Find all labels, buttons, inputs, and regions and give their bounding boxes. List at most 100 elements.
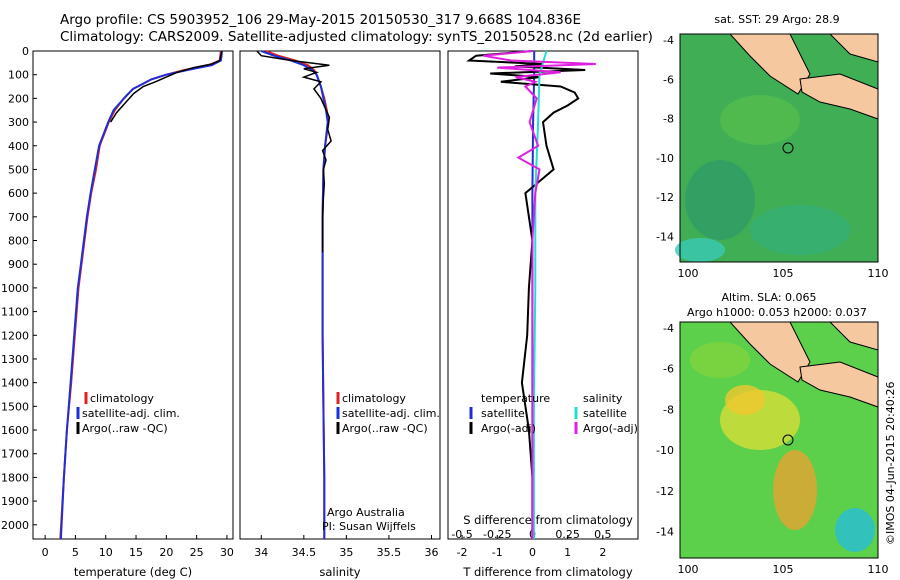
y-tick-label: 1400 bbox=[1, 377, 29, 390]
y-tick-label: 2000 bbox=[1, 519, 29, 532]
map-lat-label: -12 bbox=[656, 191, 674, 204]
x-tick-label: 35 bbox=[339, 546, 353, 559]
s-tick-label: 0.5 bbox=[594, 528, 612, 541]
y-tick-label: 1000 bbox=[1, 282, 29, 295]
map-patch bbox=[725, 385, 765, 415]
y-tick-label: 600 bbox=[8, 187, 29, 200]
y-tick-label: 1800 bbox=[1, 471, 29, 484]
difference-panel bbox=[447, 50, 639, 540]
map-lat-label: -6 bbox=[663, 363, 674, 376]
y-tick-label: 100 bbox=[8, 69, 29, 82]
legend-header-temperature: temperature bbox=[481, 392, 550, 405]
x-tick-label: 34.5 bbox=[292, 546, 317, 559]
land-java bbox=[799, 361, 879, 408]
y-tick-label: 400 bbox=[8, 140, 29, 153]
map-lon-label: 105 bbox=[773, 563, 794, 576]
y-tick-label: 700 bbox=[8, 211, 29, 224]
s-tick-label: 0.25 bbox=[555, 528, 580, 541]
map-patch bbox=[720, 95, 800, 145]
y-tick-label: 1700 bbox=[1, 448, 29, 461]
x-tick-label: 35.5 bbox=[377, 546, 402, 559]
legend-s-argo: Argo(-adj) bbox=[583, 422, 638, 435]
y-tick-label: 1500 bbox=[1, 400, 29, 413]
legend-t-argo: Argo(-adj) bbox=[481, 422, 536, 435]
x-tick-label: 15 bbox=[129, 546, 143, 559]
y-tick-label: 1100 bbox=[1, 306, 29, 319]
map-lon-label: 105 bbox=[773, 267, 794, 280]
x-tick-label: 34 bbox=[254, 546, 268, 559]
legend-satellite-adj: satellite-adj. clim. bbox=[82, 407, 180, 420]
temperature-panel bbox=[32, 50, 234, 540]
sst-map-title: sat. SST: 29 Argo: 28.9 bbox=[714, 13, 839, 26]
series-satellite-adj bbox=[59, 50, 224, 540]
legend-t-satellite: satellite bbox=[481, 407, 525, 420]
map-frame bbox=[679, 321, 879, 559]
map-patch bbox=[773, 450, 817, 530]
header-line-1: Argo profile: CS 5903952_106 29-May-2015… bbox=[60, 12, 581, 28]
sst-map: -4 -6 -8 -10 -12 -14 100 105 110 bbox=[656, 33, 889, 280]
y-tick-label: 0 bbox=[22, 45, 29, 58]
map-frame bbox=[679, 33, 879, 263]
x-tick-label: -2 bbox=[457, 546, 468, 559]
y-tick-label: 1900 bbox=[1, 495, 29, 508]
map-lat-label: -8 bbox=[663, 113, 674, 126]
argo-location-marker bbox=[782, 434, 794, 446]
map-patch bbox=[835, 508, 875, 552]
y-tick-label: 1200 bbox=[1, 329, 29, 342]
legend-header-salinity: salinity bbox=[583, 392, 623, 405]
series-climatology bbox=[59, 50, 222, 540]
x-tick-label: 36 bbox=[424, 546, 438, 559]
x-tick-label: 0 bbox=[529, 546, 536, 559]
sla-map: -4 -6 -8 -10 -12 -14 100 105 110 bbox=[656, 321, 889, 576]
x-tick-label: -1 bbox=[492, 546, 503, 559]
series-s-satellite bbox=[532, 50, 548, 539]
map-lon-label: 100 bbox=[678, 267, 699, 280]
s-difference-xlabel: S difference from climatology bbox=[463, 513, 633, 527]
annotation-argo-australia: Argo Australia bbox=[327, 506, 405, 519]
x-tick-label: 5 bbox=[72, 546, 79, 559]
y-tick-label: 200 bbox=[8, 92, 29, 105]
map-lat-label: -4 bbox=[663, 34, 674, 47]
header-line-2: Climatology: CARS2009. Satellite-adjuste… bbox=[60, 29, 653, 45]
map-lat-label: -12 bbox=[656, 485, 674, 498]
salinity-panel bbox=[239, 50, 441, 540]
series-satellite-adj-sal bbox=[260, 50, 329, 539]
y-tick-label: 800 bbox=[8, 235, 29, 248]
series-argo bbox=[109, 50, 223, 123]
temperature-xlabel: temperature (deg C) bbox=[74, 565, 192, 579]
map-lat-label: -6 bbox=[663, 73, 674, 86]
map-patch bbox=[690, 342, 750, 378]
x-tick-label: 25 bbox=[190, 546, 204, 559]
sla-map-title-2: Argo h1000: 0.053 h2000: 0.037 bbox=[687, 306, 867, 319]
series-climatology-sal bbox=[265, 50, 330, 539]
legend-s-satellite: satellite bbox=[583, 407, 627, 420]
x-tick-label: 20 bbox=[159, 546, 173, 559]
legend-satellite-adj-2: satellite-adj. clim. bbox=[342, 407, 440, 420]
legend-climatology: climatology bbox=[90, 392, 154, 405]
x-tick-label: 1 bbox=[564, 546, 571, 559]
series-t-argo bbox=[466, 50, 586, 539]
salinity-xlabel: salinity bbox=[319, 565, 360, 579]
annotation-pi: PI: Susan Wijffels bbox=[322, 520, 416, 533]
imos-timestamp: ©IMOS 04-Jun-2015 20:40:26 bbox=[884, 381, 897, 545]
map-patch bbox=[685, 160, 755, 240]
argo-location-marker bbox=[782, 142, 794, 154]
t-difference-xlabel: T difference from climatology bbox=[462, 565, 633, 579]
legend-argo-2: Argo(..raw -QC) bbox=[342, 422, 428, 435]
map-lon-label: 110 bbox=[868, 563, 889, 576]
x-tick-label: 10 bbox=[99, 546, 113, 559]
x-tick-label: 0 bbox=[42, 546, 49, 559]
map-patch bbox=[750, 205, 850, 255]
legend-argo: Argo(..raw -QC) bbox=[82, 422, 168, 435]
series-s-argo bbox=[483, 50, 596, 539]
series-argo-sal bbox=[256, 50, 332, 253]
y-tick-label: 1300 bbox=[1, 353, 29, 366]
map-patch bbox=[675, 238, 725, 262]
s-tick-label: -0.25 bbox=[483, 528, 511, 541]
sla-map-title-1: Altim. SLA: 0.065 bbox=[721, 291, 816, 304]
map-lat-label: -14 bbox=[656, 231, 674, 244]
y-tick-label: 900 bbox=[8, 258, 29, 271]
map-lat-label: -14 bbox=[656, 525, 674, 538]
map-lat-label: -10 bbox=[656, 444, 674, 457]
